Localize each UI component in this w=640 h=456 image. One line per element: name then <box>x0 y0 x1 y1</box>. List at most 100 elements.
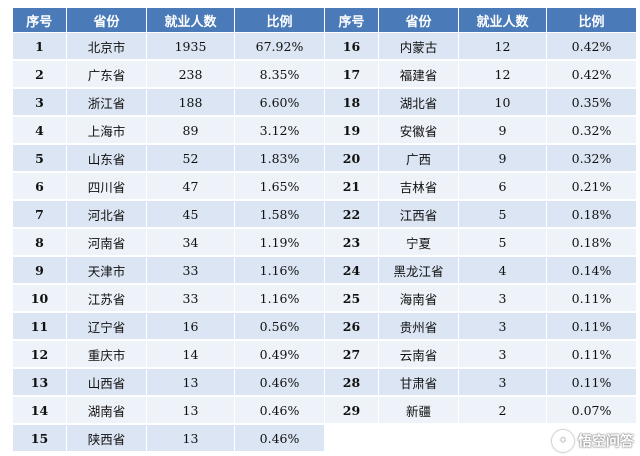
cell-count: 13 <box>146 367 235 397</box>
cell-province: 贵州省 <box>378 311 459 341</box>
header-count: 就业人数 <box>146 8 235 33</box>
cell-count: 6 <box>458 171 547 201</box>
cell-ratio: 0.11% <box>546 367 637 397</box>
cell-province: 上海市 <box>66 115 147 145</box>
cell-ratio: 1.65% <box>234 171 325 201</box>
cell-province: 湖南省 <box>66 395 147 425</box>
table-row: 3 浙江省 188 6.60% 18 湖北省 10 0.35% <box>12 87 637 117</box>
table-row: 6 四川省 47 1.65% 21 吉林省 6 0.21% <box>12 171 637 201</box>
cell-province: 江西省 <box>378 199 459 229</box>
cell-rank: 17 <box>324 59 379 89</box>
cell-rank: 10 <box>12 283 67 313</box>
cell-count: 47 <box>146 171 235 201</box>
header-rank: 序号 <box>12 8 67 33</box>
cell-rank: 14 <box>12 395 67 425</box>
cell-rank: 8 <box>12 227 67 257</box>
table-row: 11 辽宁省 16 0.56% 26 贵州省 3 0.11% <box>12 311 637 341</box>
cell-count: 14 <box>146 339 235 369</box>
cell-province: 广西 <box>378 143 459 173</box>
header-province: 省份 <box>66 8 147 33</box>
cell-ratio: 0.32% <box>546 143 637 173</box>
table-header-row: 序号 省份 就业人数 比例 序号 省份 就业人数 比例 <box>12 8 637 33</box>
cell-rank: 19 <box>324 115 379 145</box>
table-row: 10 江苏省 33 1.16% 25 海南省 3 0.11% <box>12 283 637 313</box>
wukong-logo-icon: ✦ <box>552 430 574 452</box>
header-rank: 序号 <box>324 8 379 33</box>
cell-count: 13 <box>146 395 235 425</box>
cell-rank: 7 <box>12 199 67 229</box>
cell-count: 33 <box>146 283 235 313</box>
cell-ratio: 0.49% <box>234 339 325 369</box>
table-row: 8 河南省 34 1.19% 23 宁夏 5 0.18% <box>12 227 637 257</box>
cell-ratio: 6.60% <box>234 87 325 117</box>
cell-count: 9 <box>458 115 547 145</box>
cell-province: 重庆市 <box>66 339 147 369</box>
cell-count: 12 <box>458 32 547 61</box>
empty-cell <box>378 423 459 453</box>
cell-rank: 23 <box>324 227 379 257</box>
cell-count: 5 <box>458 199 547 229</box>
cell-rank: 4 <box>12 115 67 145</box>
empty-cell <box>324 423 379 453</box>
cell-ratio: 1.19% <box>234 227 325 257</box>
table-row: 4 上海市 89 3.12% 19 安徽省 9 0.32% <box>12 115 637 145</box>
cell-ratio: 1.16% <box>234 283 325 313</box>
cell-ratio: 1.16% <box>234 255 325 285</box>
cell-province: 海南省 <box>378 283 459 313</box>
cell-count: 33 <box>146 255 235 285</box>
table-row: 14 湖南省 13 0.46% 29 新疆 2 0.07% <box>12 395 637 425</box>
cell-rank: 1 <box>12 32 67 61</box>
cell-ratio: 3.12% <box>234 115 325 145</box>
cell-count: 12 <box>458 59 547 89</box>
cell-count: 1935 <box>146 32 235 61</box>
cell-count: 4 <box>458 255 547 285</box>
cell-ratio: 0.11% <box>546 311 637 341</box>
cell-count: 5 <box>458 227 547 257</box>
cell-rank: 16 <box>324 32 379 61</box>
cell-ratio: 0.42% <box>546 32 637 61</box>
cell-rank: 29 <box>324 395 379 425</box>
header-ratio: 比例 <box>234 8 325 33</box>
cell-ratio: 0.21% <box>546 171 637 201</box>
table-row: 15 陕西省 13 0.46% <box>12 423 637 453</box>
cell-ratio: 67.92% <box>234 32 325 61</box>
cell-province: 陕西省 <box>66 423 147 453</box>
table-row: 5 山东省 52 1.83% 20 广西 9 0.32% <box>12 143 637 173</box>
table-body: 1 北京市 1935 67.92% 16 内蒙古 12 0.42% 2 广东省 238 8.35% 17… <box>12 32 637 453</box>
cell-rank: 27 <box>324 339 379 369</box>
cell-province: 新疆 <box>378 395 459 425</box>
cell-count: 89 <box>146 115 235 145</box>
cell-count: 2 <box>458 395 547 425</box>
cell-province: 河北省 <box>66 199 147 229</box>
cell-province: 四川省 <box>66 171 147 201</box>
cell-ratio: 0.46% <box>234 367 325 397</box>
cell-ratio: 1.58% <box>234 199 325 229</box>
cell-rank: 20 <box>324 143 379 173</box>
cell-count: 10 <box>458 87 547 117</box>
cell-ratio: 8.35% <box>234 59 325 89</box>
cell-province: 河南省 <box>66 227 147 257</box>
cell-ratio: 0.42% <box>546 59 637 89</box>
cell-province: 云南省 <box>378 339 459 369</box>
province-employment-table: 序号 省份 就业人数 比例 序号 省份 就业人数 比例 1 北京市 1935 67.9… <box>12 8 637 453</box>
cell-province: 山东省 <box>66 143 147 173</box>
table-row: 1 北京市 1935 67.92% 16 内蒙古 12 0.42% <box>12 32 637 61</box>
cell-count: 3 <box>458 311 547 341</box>
header-count: 就业人数 <box>458 8 547 33</box>
cell-province: 内蒙古 <box>378 32 459 61</box>
cell-rank: 2 <box>12 59 67 89</box>
cell-rank: 21 <box>324 171 379 201</box>
cell-rank: 18 <box>324 87 379 117</box>
cell-ratio: 1.83% <box>234 143 325 173</box>
cell-count: 9 <box>458 143 547 173</box>
cell-rank: 24 <box>324 255 379 285</box>
header-province: 省份 <box>378 8 459 33</box>
cell-count: 45 <box>146 199 235 229</box>
cell-province: 天津市 <box>66 255 147 285</box>
cell-rank: 9 <box>12 255 67 285</box>
cell-count: 3 <box>458 339 547 369</box>
cell-province: 黑龙江省 <box>378 255 459 285</box>
cell-ratio: 0.11% <box>546 339 637 369</box>
cell-province: 北京市 <box>66 32 147 61</box>
cell-count: 188 <box>146 87 235 117</box>
